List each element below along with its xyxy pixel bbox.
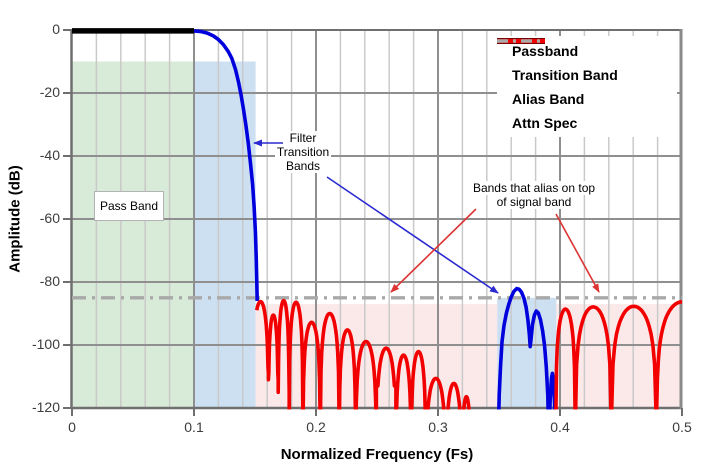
legend: Passband Transition Band Alias Band Attn Sp… [497, 36, 677, 137]
annotation-arrows [253, 139, 600, 294]
x-axis-title: Normalized Frequency (Fs) [280, 446, 474, 463]
alias-bands-note: Bands that alias on top of signal band [455, 181, 613, 210]
y-tick-label: 0 [52, 21, 60, 37]
alias-note-line-text: of signal band [494, 194, 574, 209]
x-tick-label: 0.2 [306, 419, 326, 435]
x-tick-label: 0.5 [672, 419, 692, 435]
y-tick-label: -40 [39, 147, 60, 163]
filter-transition-note: Filter Transition Bands [263, 131, 343, 173]
pass-band-label-text: Pass Band [99, 199, 159, 213]
y-tick-label: -20 [39, 84, 60, 100]
legend-item-attn-spec: Attn Spec [497, 39, 677, 135]
transition-band-curve [497, 286, 550, 410]
transition-band-curve [193, 29, 259, 301]
annotation-arrow [555, 213, 600, 293]
legend-item-alias-band: Alias Band [497, 38, 677, 111]
grid-major [72, 30, 682, 408]
filter-note-line: Transition [263, 145, 343, 159]
alias-note-line: Bands that alias on top [455, 181, 613, 196]
y-tick-label: -100 [31, 336, 60, 352]
legend-item-label: Alias Band [512, 90, 585, 107]
legend-item-label: Attn Spec [512, 114, 578, 131]
axis-tick-marks [63, 29, 683, 416]
x-tick-label: 0 [68, 419, 76, 435]
y-tick-label: -120 [31, 399, 60, 415]
alias-band-curve [554, 300, 683, 410]
legend-item-transition-band: Transition Band [497, 39, 677, 87]
curves [72, 28, 683, 410]
alias-band-curve [254, 298, 471, 410]
transition-band-region-1 [194, 61, 256, 408]
y-tick-label: -60 [39, 210, 60, 226]
filter-note-line: Filter [263, 131, 343, 145]
legend-line-swatch [497, 39, 545, 43]
legend-item-label: Passband [512, 42, 579, 59]
pass-band-label: Pass Band [94, 191, 164, 221]
filter-note-line: Bands [263, 159, 343, 173]
alias-note-line: of signal band [455, 194, 613, 210]
annotation-arrow [326, 176, 499, 294]
filter-note-line-text: Transition [274, 145, 332, 159]
legend-item-label: Transition Band [512, 66, 618, 83]
alias-note-line-text: Bands that alias on top [470, 181, 598, 195]
filter-note-line-text: Filter [287, 131, 319, 145]
filter-note-line-text: Bands [283, 159, 323, 173]
y-tick-label: -80 [39, 273, 60, 289]
x-tick-label: 0.4 [550, 419, 570, 435]
pass-band-region [72, 61, 194, 408]
x-tick-label: 0.1 [184, 419, 204, 435]
annotation-arrow [390, 208, 477, 293]
x-tick-label: 0.3 [428, 419, 448, 435]
